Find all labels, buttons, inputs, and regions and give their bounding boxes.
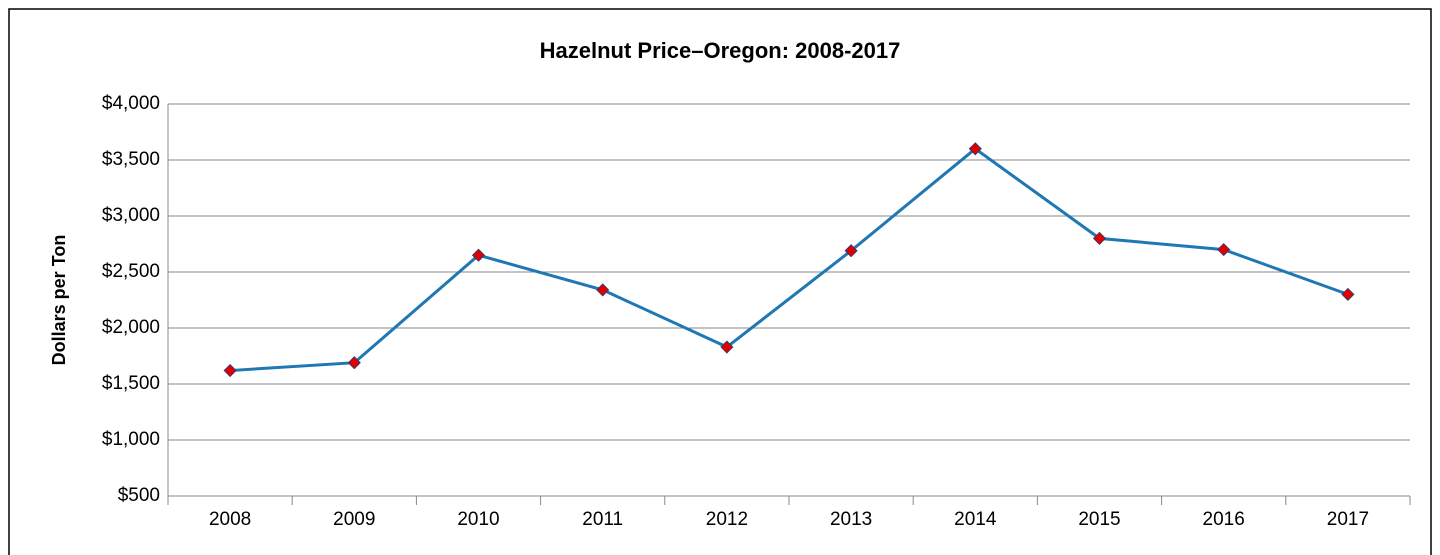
marker [1217, 243, 1231, 257]
y-tick-label: $3,000 [102, 205, 160, 226]
x-tick-label: 2010 [457, 509, 499, 530]
x-tick-label: 2009 [333, 509, 375, 530]
x-tick-label: 2014 [954, 509, 997, 530]
marker [720, 340, 734, 354]
y-tick-label: $4,000 [102, 93, 160, 114]
marker [1092, 231, 1107, 245]
chart-border [8, 8, 1432, 555]
y-axis-label: Dollars per Ton [49, 235, 69, 366]
marker [471, 248, 486, 262]
y-tick-label: $1,500 [102, 373, 160, 394]
marker [596, 283, 610, 297]
x-tick-label: 2015 [1078, 509, 1120, 530]
y-tick-label: $1,000 [102, 429, 160, 450]
x-tick-label: 2016 [1203, 509, 1245, 530]
marker [1341, 287, 1355, 301]
marker [844, 244, 858, 258]
marker [347, 356, 361, 370]
marker [223, 363, 237, 378]
line [230, 146, 1349, 373]
y-tick-label: $2,500 [102, 261, 160, 282]
marker [968, 142, 982, 156]
y-tick-label: $3,500 [102, 149, 160, 170]
x-tick-label: 2013 [830, 509, 872, 530]
chart-title: Hazelnut Price–Oregon: 2008-2017 [540, 38, 901, 63]
x-tick-label: 2008 [209, 509, 251, 530]
y-tick-label: $2,000 [102, 317, 160, 338]
x-tick-label: 2017 [1327, 509, 1369, 530]
x-tick-label: 2012 [706, 509, 748, 530]
x-tick-label: 2011 [582, 509, 623, 530]
y-tick-label: $500 [118, 485, 160, 506]
